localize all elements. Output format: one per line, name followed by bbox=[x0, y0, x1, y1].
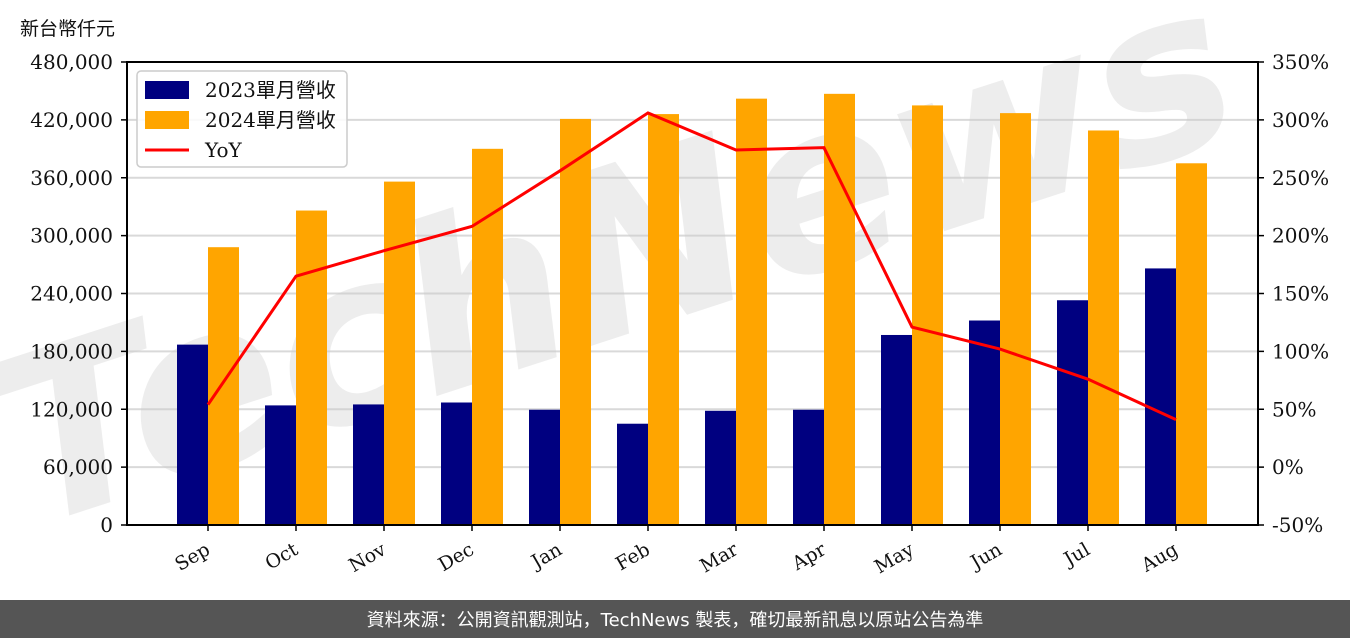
legend-label-0: 2023單月營收 bbox=[205, 78, 336, 102]
legend-swatch-0 bbox=[145, 81, 189, 99]
x-tick-label: Feb bbox=[612, 538, 654, 575]
bar-2024-sep bbox=[208, 247, 239, 525]
x-tick-label: Dec bbox=[435, 538, 478, 576]
x-tick-label: Jul bbox=[1059, 538, 1094, 571]
y-tick-label: 0 bbox=[100, 513, 113, 537]
bar-2023-dec bbox=[441, 402, 472, 525]
y-tick-label: 120,000 bbox=[30, 397, 113, 421]
bar-2024-jul bbox=[1088, 130, 1119, 525]
source-footer: 資料來源：公開資訊觀測站，TechNews 製表，確切最新訊息以原站公告為準 bbox=[0, 600, 1350, 638]
x-tick-label: Mar bbox=[696, 538, 742, 577]
bar-2023-sep bbox=[177, 344, 208, 525]
bar-2023-mar bbox=[705, 410, 736, 525]
y2-tick-label: 150% bbox=[1272, 282, 1329, 306]
bar-2023-oct bbox=[265, 405, 296, 525]
yoy-line bbox=[206, 111, 1177, 422]
x-tick-label: Nov bbox=[345, 538, 390, 577]
y2-tick-label: 300% bbox=[1272, 108, 1329, 132]
y-tick-label: 60,000 bbox=[43, 455, 113, 479]
x-tick-label: Jan bbox=[526, 538, 566, 574]
y-tick-label: 360,000 bbox=[30, 166, 113, 190]
legend-swatch-1 bbox=[145, 111, 189, 129]
bar-2024-dec bbox=[472, 148, 503, 525]
y-tick-label: 240,000 bbox=[30, 282, 113, 306]
bar-2023-jul bbox=[1057, 300, 1088, 525]
x-tick-label: Sep bbox=[171, 538, 214, 575]
bar-2023-aug bbox=[1145, 268, 1176, 525]
bar-2023-jan bbox=[529, 409, 560, 525]
y-tick-label: 300,000 bbox=[30, 224, 113, 248]
y2-tick-label: 50% bbox=[1272, 397, 1316, 421]
bar-2023-may bbox=[881, 334, 912, 525]
bar-2024-jan bbox=[560, 118, 591, 526]
bar-2024-nov bbox=[384, 181, 415, 525]
y-tick-label: 480,000 bbox=[30, 50, 113, 74]
y2-tick-label: -50% bbox=[1272, 513, 1323, 537]
x-tick-label: Aug bbox=[1137, 538, 1182, 577]
bar-2024-may bbox=[912, 105, 943, 525]
bar-2024-mar bbox=[736, 98, 767, 525]
bar-2024-feb bbox=[648, 114, 679, 526]
legend-box bbox=[136, 70, 348, 168]
x-tick-label: Jun bbox=[965, 538, 1006, 574]
y-axis-unit-label: 新台幣仟元 bbox=[20, 18, 116, 40]
bar-2024-jun bbox=[1000, 113, 1031, 525]
bar-2023-apr bbox=[793, 409, 824, 525]
combo-chart: TechNews060,000120,000180,000240,000300,… bbox=[0, 0, 1329, 580]
bar-2024-aug bbox=[1176, 163, 1207, 525]
legend-label-2: YoY bbox=[204, 138, 243, 162]
y-tick-label: 180,000 bbox=[30, 339, 113, 363]
y2-tick-label: 350% bbox=[1272, 50, 1329, 74]
bar-2024-apr bbox=[824, 93, 855, 526]
y2-tick-label: 0% bbox=[1272, 455, 1304, 479]
bar-2023-nov bbox=[353, 404, 384, 525]
bar-2023-jun bbox=[969, 320, 1000, 525]
x-tick-label: Oct bbox=[261, 538, 302, 574]
bar-2023-feb bbox=[617, 423, 648, 525]
x-tick-label: May bbox=[871, 538, 918, 578]
y2-tick-label: 250% bbox=[1272, 166, 1329, 190]
y-tick-label: 420,000 bbox=[30, 108, 113, 132]
y2-tick-label: 200% bbox=[1272, 224, 1329, 248]
bar-2024-oct bbox=[296, 210, 327, 525]
y2-tick-label: 100% bbox=[1272, 339, 1329, 363]
x-tick-label: Apr bbox=[788, 538, 831, 575]
legend-label-1: 2024單月營收 bbox=[205, 108, 336, 132]
